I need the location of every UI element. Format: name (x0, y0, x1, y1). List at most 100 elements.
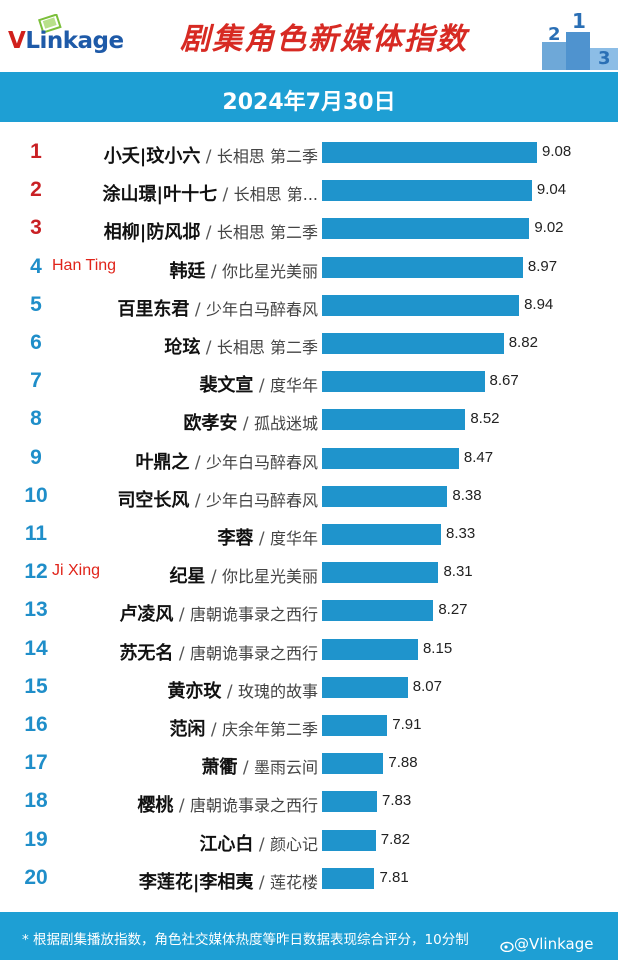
character-name: 萧衢 (201, 757, 238, 779)
annotation-ji-xing: Ji Xing (52, 562, 101, 580)
show-name: 你比星光美丽 (221, 567, 318, 587)
rank-number: 13 (24, 598, 48, 622)
bar-category-label: 李蓉 / 度华年 (217, 524, 318, 550)
show-name: 长相思 第二季 (216, 147, 318, 166)
rank-number: 3 (30, 216, 42, 240)
character-name: 范闲 (169, 719, 206, 740)
rank-number: 20 (24, 865, 48, 889)
annotation-han-ting: Han Ting (52, 256, 117, 274)
rank-number: 7 (30, 369, 42, 393)
show-name: 度华年 (269, 529, 318, 548)
bar-category-label: 卢凌风 / 唐朝诡事录之西行 (119, 600, 318, 626)
bar-value-label: 8.33 (446, 525, 476, 542)
show-name: 唐朝诡事录之西行 (189, 796, 318, 816)
character-name: 韩廷 (169, 260, 206, 282)
bar-value-label: 9.04 (536, 181, 567, 199)
bar-category-label: 百里东君 / 少年白马醉春风 (117, 295, 318, 321)
rank-number: 19 (24, 827, 48, 851)
show-name: 莲花楼 (269, 872, 318, 892)
rank-number: 17 (24, 751, 48, 775)
bar-category-label: 纪星 / 你比星光美丽 (169, 562, 318, 588)
character-name: 百里东君 (117, 298, 190, 320)
bar-category-label: 江心白 / 颜心记 (199, 830, 318, 856)
bar-value-label: 8.94 (524, 295, 554, 313)
bar-category-label: 黄亦玫 / 玫瑰的故事 (167, 677, 318, 703)
bar-category-label: 小夭|玟小六 / 长相思 第二季 (104, 142, 318, 168)
chart-row: 3 相柳|防风邶 / 长相思 第二季 9.02 (0, 210, 618, 248)
chart-row: 2 涂山璟|叶十七 / 长相思 第... 9.04 (0, 172, 618, 210)
logo-mark-icon (38, 14, 62, 34)
show-name: 唐朝诡事录之西行 (189, 643, 318, 663)
rank-number: 16 (24, 713, 48, 736)
bar (322, 409, 466, 431)
logo-letter-v: V (8, 28, 26, 54)
separator: / (189, 490, 206, 511)
podium-number-3: 3 (598, 48, 611, 69)
logo-letters: Linkage (25, 28, 124, 54)
rank-number: 18 (24, 789, 48, 813)
separator: / (253, 872, 270, 893)
bar (322, 447, 459, 469)
character-name: 裴文宣 (199, 375, 254, 397)
separator: / (253, 529, 270, 549)
show-name: 少年白马醉春风 (205, 299, 318, 319)
bar-category-label: 范闲 / 庆余年第二季 (169, 715, 318, 741)
separator: / (237, 758, 254, 779)
character-name: 卢凌风 (119, 604, 174, 626)
bar-category-label: 欧孝安 / 孤战迷城 (183, 409, 318, 435)
show-name: 颜心记 (269, 834, 318, 854)
separator: / (205, 261, 222, 282)
bar (322, 600, 434, 622)
rank-number: 4 (30, 254, 42, 278)
bar-value-label: 7.83 (382, 792, 412, 810)
character-name: 苏无名 (119, 642, 174, 664)
separator: / (217, 185, 234, 206)
separator: / (200, 223, 217, 244)
separator: / (253, 834, 270, 855)
bar-value-label: 8.97 (527, 257, 558, 275)
show-name: 玫瑰的故事 (237, 681, 318, 701)
bar-category-label: 樱桃 / 唐朝诡事录之西行 (137, 791, 318, 817)
bar-value-label: 9.08 (542, 143, 572, 160)
bar-value-label: 8.38 (452, 486, 482, 504)
show-name: 庆余年第二季 (221, 720, 318, 739)
bar-category-label: 司空长风 / 少年白马醉春风 (117, 486, 318, 512)
show-name: 墨雨云间 (253, 758, 318, 778)
bar-category-label: 相柳|防风邶 / 长相思 第二季 (104, 218, 318, 244)
show-name: 度华年 (269, 376, 318, 396)
character-name: 李莲花|李相夷 (138, 871, 254, 893)
chart-row: 15 黄亦玫 / 玫瑰的故事 8.07 (0, 669, 618, 707)
bar (322, 142, 537, 163)
bar-category-label: 萧衢 / 墨雨云间 (201, 753, 318, 779)
character-name: 叶鼎之 (135, 451, 190, 473)
rank-number: 6 (30, 331, 42, 354)
bar (322, 294, 520, 316)
rank-number: 15 (24, 674, 48, 698)
bar (322, 180, 532, 202)
watermark: @Vlinkage (514, 935, 594, 953)
chart-row: 6 玱玹 / 长相思 第二季 8.82 (0, 325, 618, 363)
chart-row: 14 苏无名 / 唐朝诡事录之西行 8.15 (0, 631, 618, 669)
show-name: 长相思 第二季 (216, 338, 318, 357)
rank-number: 5 (30, 292, 42, 316)
logo-text: VLinkage (8, 28, 124, 54)
bar (322, 791, 378, 813)
bar (322, 485, 448, 507)
rank-number: 12 (24, 560, 48, 584)
weibo-icon (500, 941, 514, 952)
chart-row: 12 纪星 / 你比星光美丽 8.31 (0, 554, 618, 592)
bar (322, 256, 523, 278)
bar-category-label: 叶鼎之 / 少年白马醉春风 (135, 448, 318, 474)
chart-row: 19 江心白 / 颜心记 7.82 (0, 822, 618, 860)
bar (322, 218, 530, 240)
character-name: 玱玹 (164, 337, 201, 358)
bar-value-label: 7.81 (379, 868, 409, 886)
chart-row: 8 欧孝安 / 孤战迷城 8.52 (0, 401, 618, 439)
character-name: 江心白 (199, 833, 254, 855)
character-name: 黄亦玫 (167, 680, 222, 702)
separator: / (200, 147, 217, 167)
podium-number-1: 1 (572, 9, 586, 33)
bar (322, 371, 485, 393)
bar (322, 753, 384, 775)
bar-value-label: 8.15 (422, 639, 453, 657)
